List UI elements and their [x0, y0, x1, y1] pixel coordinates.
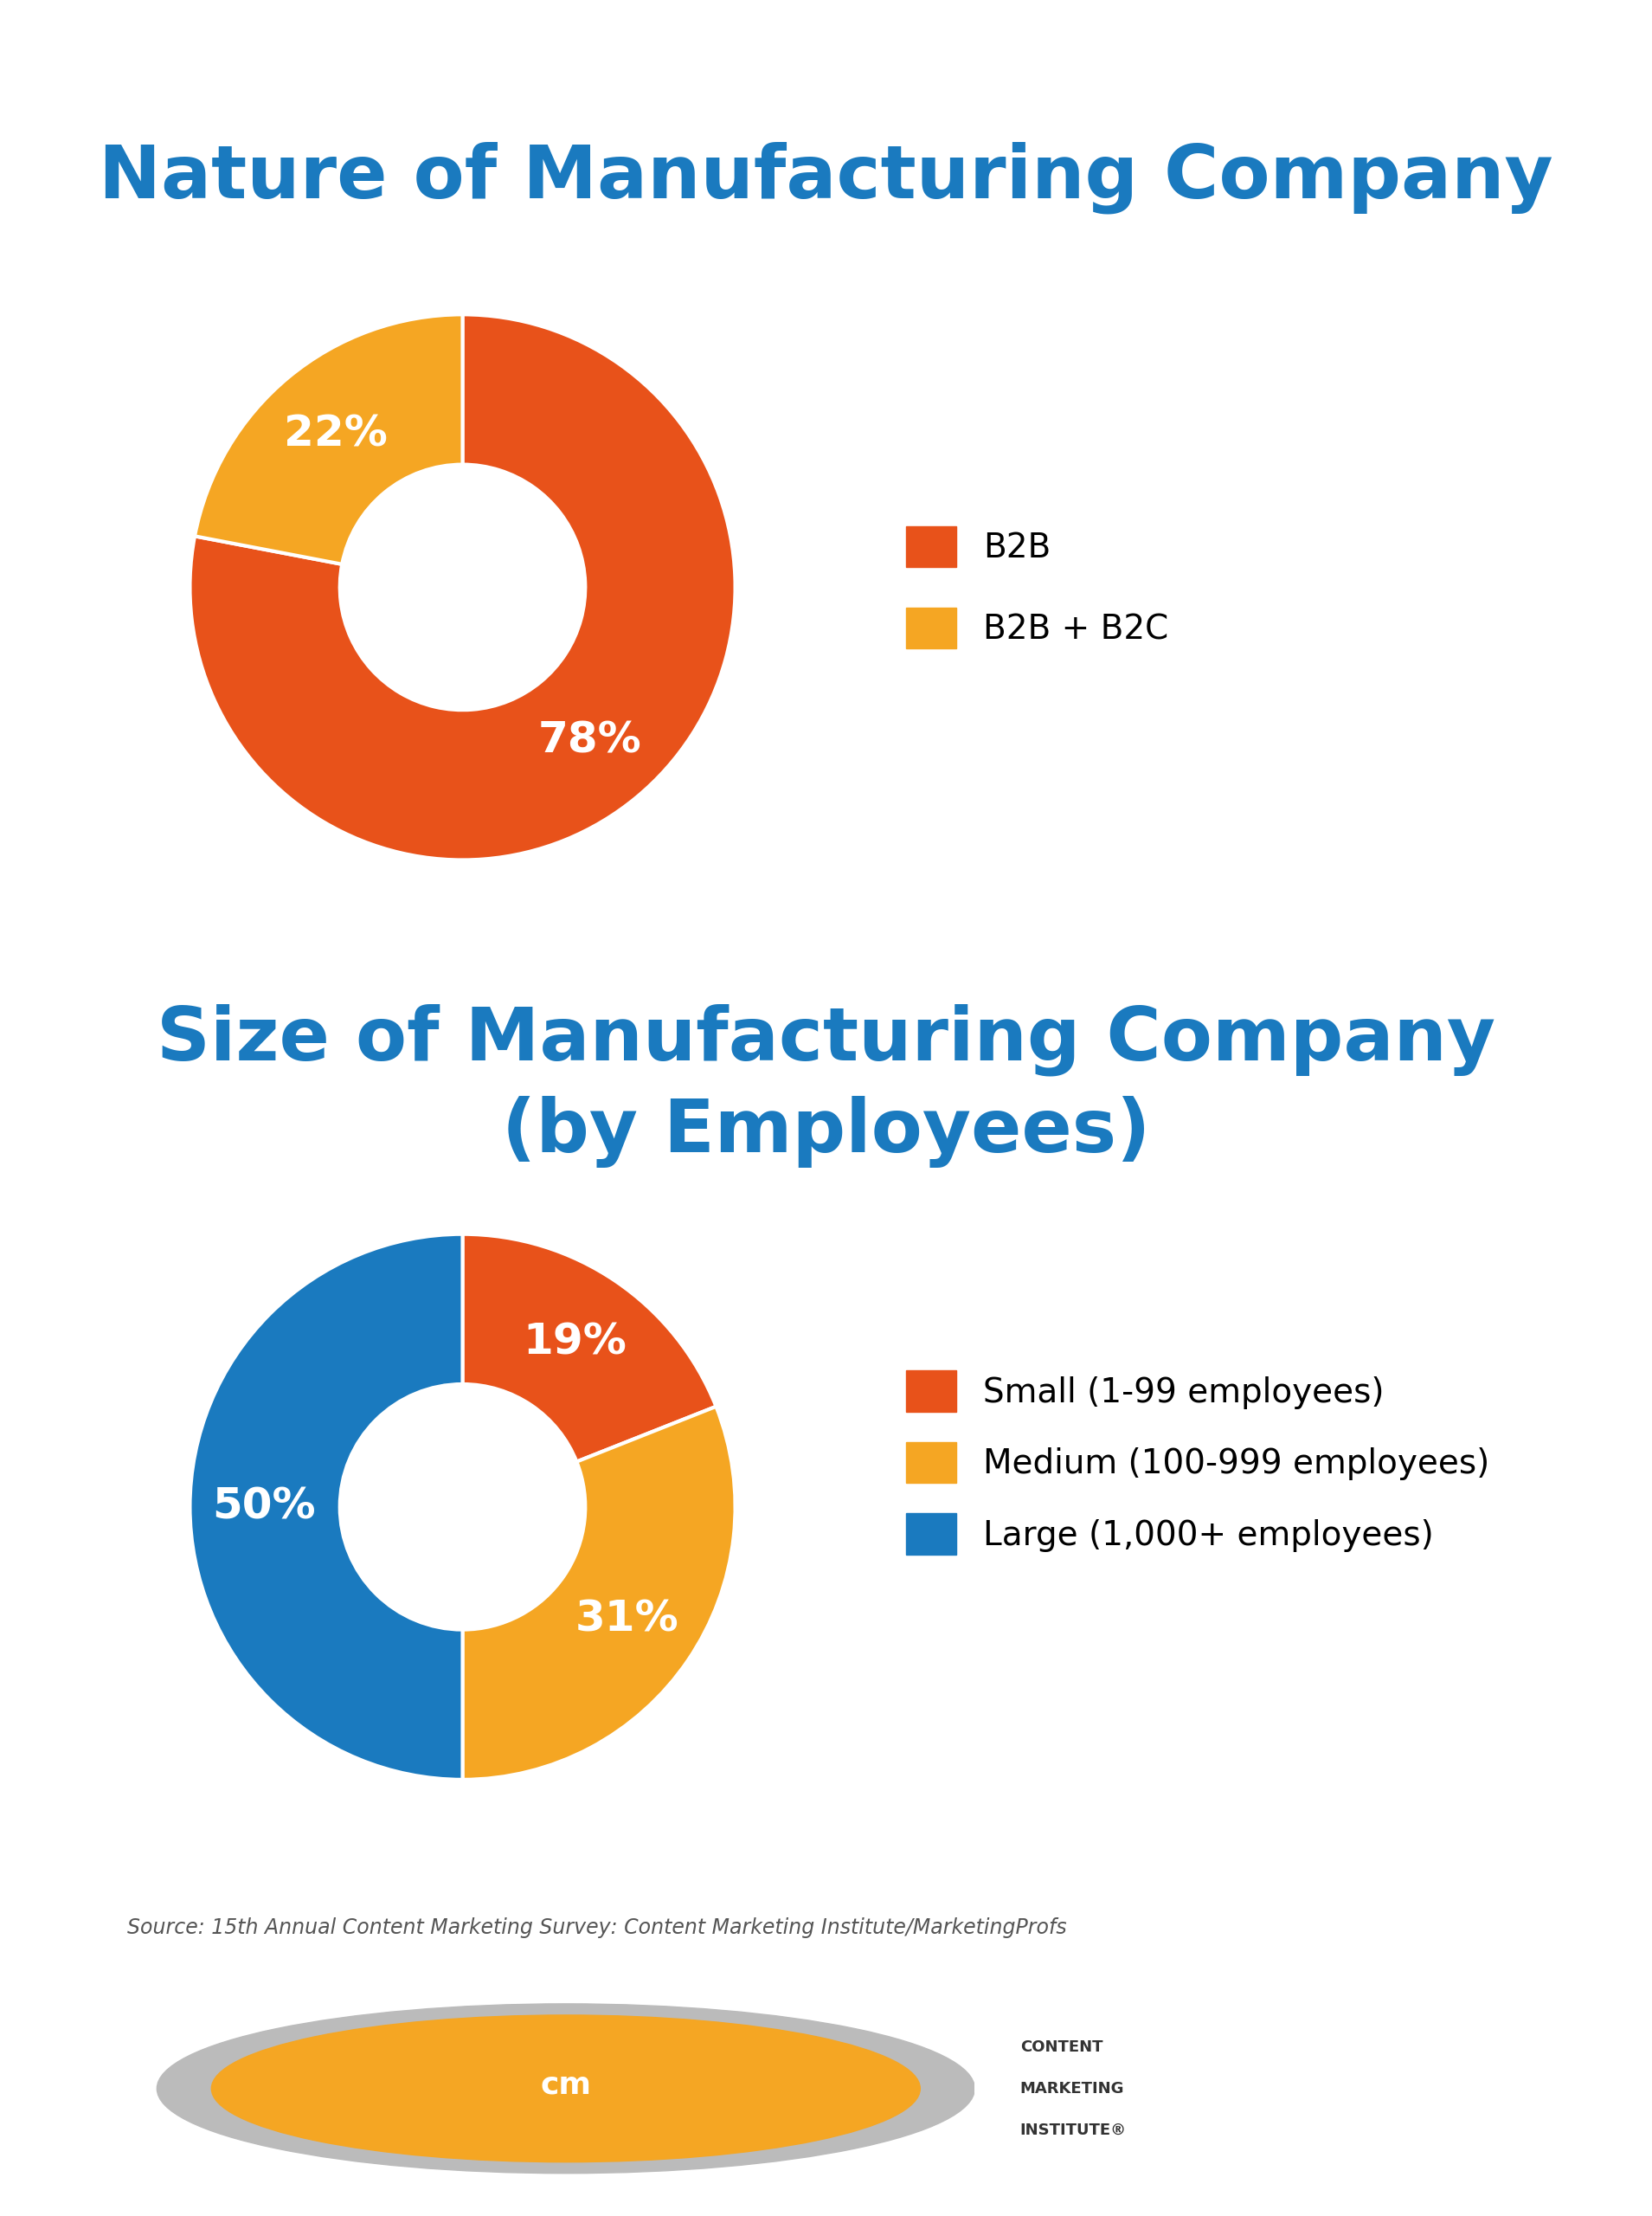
Text: Nature of Manufacturing Company: Nature of Manufacturing Company: [99, 142, 1553, 213]
Text: 50%: 50%: [211, 1487, 316, 1527]
Text: cm: cm: [540, 2070, 591, 2099]
Text: 31%: 31%: [575, 1598, 679, 1640]
Text: 22%: 22%: [284, 412, 388, 454]
Text: MARKETING: MARKETING: [1021, 2081, 1125, 2096]
Circle shape: [211, 2014, 920, 2163]
Circle shape: [157, 2003, 975, 2174]
Text: Source: 15th Annual Content Marketing Survey: Content Marketing Institute/Market: Source: 15th Annual Content Marketing Su…: [127, 1917, 1067, 1939]
Wedge shape: [463, 1234, 715, 1463]
Text: Size of Manufacturing Company
(by Employees): Size of Manufacturing Company (by Employ…: [157, 1004, 1495, 1168]
Text: CONTENT: CONTENT: [1021, 2039, 1104, 2054]
Text: INSTITUTE®: INSTITUTE®: [1021, 2123, 1127, 2138]
Text: 78%: 78%: [537, 720, 641, 762]
Legend: B2B, B2B + B2C: B2B, B2B + B2C: [892, 512, 1183, 663]
Wedge shape: [190, 1234, 463, 1779]
Text: 19%: 19%: [522, 1321, 626, 1363]
Wedge shape: [463, 1407, 735, 1779]
Legend: Small (1-99 employees), Medium (100-999 employees), Large (1,000+ employees): Small (1-99 employees), Medium (100-999 …: [892, 1356, 1503, 1569]
Wedge shape: [195, 315, 463, 565]
Wedge shape: [190, 315, 735, 860]
